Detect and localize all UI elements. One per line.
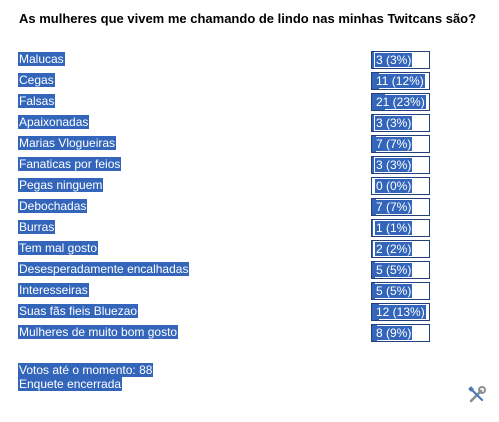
- poll-result-value: 7 (7%): [375, 137, 413, 151]
- poll-option-label: Pegas ninguem: [18, 178, 104, 192]
- poll-option-label: Mulheres de muito bom gosto: [18, 325, 179, 339]
- screwdriver-wrench-icon[interactable]: [467, 385, 487, 405]
- poll-result-bar: 21 (23%): [371, 93, 430, 111]
- poll-result-value: 5 (5%): [375, 284, 413, 298]
- poll-result-bar: 7 (7%): [371, 198, 430, 216]
- poll-result-fill: [372, 52, 374, 68]
- poll-result-bar: 5 (5%): [371, 261, 430, 279]
- poll-result-bar: 11 (12%): [371, 72, 430, 90]
- poll-option-row: Fanaticas por feios 3 (3%): [18, 156, 480, 177]
- poll-result-fill: [372, 157, 374, 173]
- poll-option-label: Malucas: [18, 52, 65, 66]
- poll-result-fill: [372, 262, 375, 278]
- poll-option-label: Interesseiras: [18, 283, 89, 297]
- poll-result-value: 12 (13%): [375, 305, 426, 319]
- poll-result-fill: [372, 220, 373, 236]
- poll-option-row: Burras 1 (1%): [18, 219, 480, 240]
- poll-result-value: 3 (3%): [375, 53, 413, 67]
- poll-option-row: Falsas 21 (23%): [18, 93, 480, 114]
- poll-result-value: 0 (0%): [375, 179, 413, 193]
- poll-result-bar: 1 (1%): [371, 219, 430, 237]
- poll-option-label: Marias Vlogueiras: [18, 136, 117, 150]
- poll-result-fill: [372, 241, 374, 257]
- poll-option-label: Debochadas: [18, 199, 88, 213]
- poll-result-bar: 3 (3%): [371, 114, 430, 132]
- poll-result-value: 21 (23%): [375, 95, 426, 109]
- poll-option-label: Desesperadamente encalhadas: [18, 262, 190, 276]
- poll-result-value: 7 (7%): [375, 200, 413, 214]
- poll-option-row: Cegas 11 (12%): [18, 72, 480, 93]
- poll-option-row: Suas fãs fieis Bluezao 12 (13%): [18, 303, 480, 324]
- poll-result-bar: 2 (2%): [371, 240, 430, 258]
- poll-result-fill: [372, 136, 376, 152]
- poll-result-fill: [372, 283, 375, 299]
- poll-option-row: Debochadas 7 (7%): [18, 198, 480, 219]
- poll-result-fill: [372, 325, 378, 341]
- poll-result-fill: [372, 115, 374, 131]
- poll-result-bar: 12 (13%): [371, 303, 430, 321]
- poll-option-row: Tem mal gosto 2 (2%): [18, 240, 480, 261]
- poll-option-label: Suas fãs fieis Bluezao: [18, 304, 139, 318]
- poll-result-value: 2 (2%): [375, 242, 413, 256]
- poll-result-value: 3 (3%): [375, 116, 413, 130]
- poll-result-value: 11 (12%): [375, 74, 425, 88]
- poll-option-label: Burras: [18, 220, 56, 234]
- poll-result-bar: 8 (9%): [371, 324, 430, 342]
- poll-question: As mulheres que vivem me chamando de lin…: [19, 11, 477, 26]
- poll-option-label: Falsas: [18, 94, 56, 108]
- poll-result-value: 1 (1%): [375, 221, 413, 235]
- poll-option-label: Cegas: [18, 73, 55, 87]
- poll-result-value: 3 (3%): [375, 158, 413, 172]
- poll-result-bar: 0 (0%): [371, 177, 430, 195]
- poll-option-row: Desesperadamente encalhadas 5 (5%): [18, 261, 480, 282]
- poll-option-row: Pegas ninguem 0 (0%): [18, 177, 480, 198]
- poll-option-label: Tem mal gosto: [18, 241, 99, 255]
- poll-option-row: Apaixonadas 3 (3%): [18, 114, 480, 135]
- poll-result-bar: 3 (3%): [371, 51, 430, 69]
- poll-option-row: Mulheres de muito bom gosto 8 (9%): [18, 324, 480, 345]
- poll-results-list: Malucas 3 (3%) Cegas 11 (12%) Falsas 21 (23%)…: [18, 51, 480, 345]
- poll-option-row: Interesseiras 5 (5%): [18, 282, 480, 303]
- poll-result-value: 8 (9%): [375, 326, 413, 340]
- poll-option-row: Malucas 3 (3%): [18, 51, 480, 72]
- poll-footer: Votos até o momento: 88 Enquete encerrad…: [18, 363, 154, 391]
- poll-result-bar: 3 (3%): [371, 156, 430, 174]
- poll-result-bar: 5 (5%): [371, 282, 430, 300]
- poll-result-bar: 7 (7%): [371, 135, 430, 153]
- poll-result-value: 5 (5%): [375, 263, 413, 277]
- votes-count: Votos até o momento: 88: [18, 363, 154, 377]
- poll-option-label: Apaixonadas: [18, 115, 90, 129]
- poll-result-fill: [372, 199, 376, 215]
- poll-status: Enquete encerrada: [18, 377, 123, 391]
- poll-option-label: Fanaticas por feios: [18, 157, 122, 171]
- poll-option-row: Marias Vlogueiras 7 (7%): [18, 135, 480, 156]
